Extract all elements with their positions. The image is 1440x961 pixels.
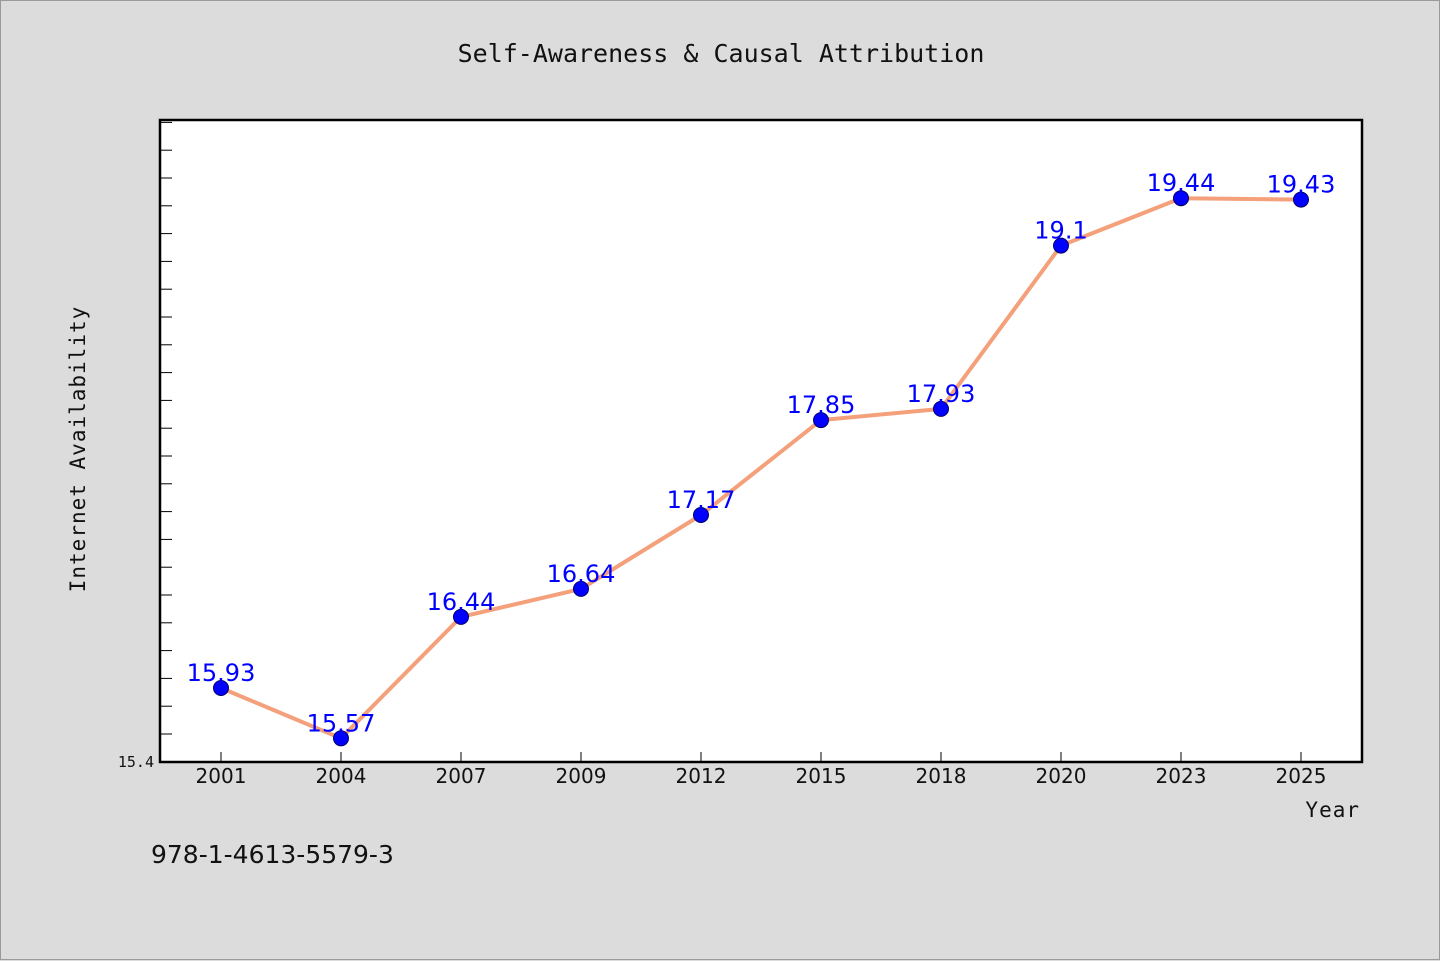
x-tick-label: 2025 — [1276, 764, 1327, 788]
data-label: 15.93 — [187, 659, 256, 687]
data-point — [1173, 190, 1189, 207]
plot-area — [158, 118, 1364, 764]
data-point — [213, 680, 229, 696]
data-label: 17.93 — [907, 380, 976, 408]
y-axis-min-label: 15.4 — [118, 753, 154, 771]
x-axis-tick-labels: 2001 2004 2007 2009 2012 2015 2018 2020 2023 2025 — [196, 764, 1327, 788]
data-point — [453, 608, 469, 625]
data-label: 17.17 — [667, 486, 736, 514]
x-axis-ticks — [220, 752, 1302, 762]
data-point — [1293, 191, 1309, 208]
y-axis-label: Internet Availability — [66, 306, 90, 593]
data-label: 15.57 — [307, 709, 376, 737]
isbn-text: 978-1-4613-5579-3 — [151, 840, 394, 869]
x-tick-label: 2020 — [1036, 764, 1087, 788]
x-tick-label: 2009 — [556, 764, 607, 788]
x-tick-label: 2018 — [916, 764, 967, 788]
x-tick-label: 2015 — [796, 764, 847, 788]
data-labels: 15.93 15.57 16.44 16.64 17.17 17.85 17.93 19.1 1… — [187, 169, 1336, 737]
x-axis-label: Year — [1305, 798, 1360, 822]
data-point — [333, 730, 349, 747]
data-point — [813, 412, 829, 429]
x-tick-label: 2007 — [436, 764, 487, 788]
data-markers — [213, 190, 1309, 747]
data-label: 19.43 — [1267, 171, 1336, 199]
data-label: 17.85 — [787, 391, 856, 419]
data-label: 16.44 — [427, 588, 496, 616]
x-tick-label: 2004 — [316, 764, 367, 788]
series-line — [219, 196, 1303, 741]
y-axis-ticks — [160, 121, 172, 735]
data-point — [573, 580, 589, 597]
x-tick-label: 2001 — [196, 764, 247, 788]
chart-title: Self-Awareness & Causal Attribution — [458, 39, 985, 68]
x-tick-label: 2012 — [676, 764, 727, 788]
data-label: 19.1 — [1034, 217, 1087, 245]
data-point — [693, 507, 709, 523]
x-tick-label: 2023 — [1156, 764, 1207, 788]
data-label: 16.64 — [547, 560, 616, 588]
data-label: 19.44 — [1147, 169, 1216, 197]
data-point — [933, 400, 949, 417]
data-point — [1053, 237, 1069, 254]
